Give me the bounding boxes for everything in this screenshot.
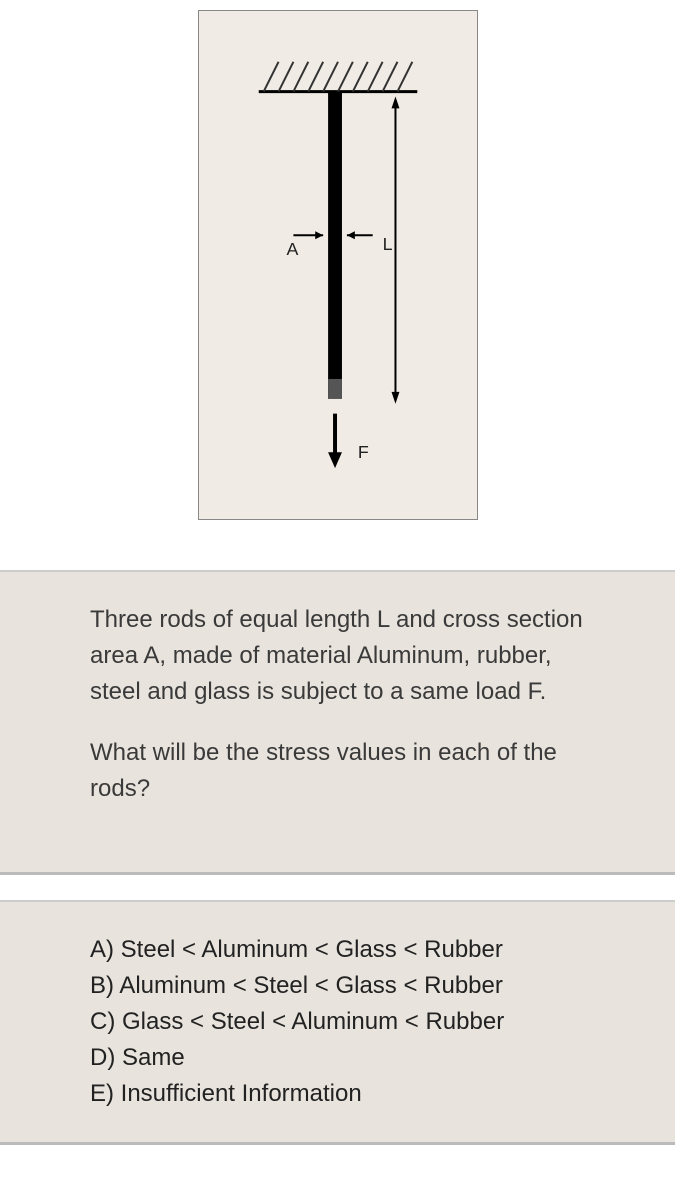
answers-section: A) Steel < Aluminum < Glass < Rubber B) … xyxy=(0,900,675,1145)
question-paragraph-1: Three rods of equal length L and cross s… xyxy=(90,602,585,710)
length-label: L xyxy=(382,234,392,254)
diagram-container: A L F xyxy=(198,10,478,520)
question-text: Three rods of equal length L and cross s… xyxy=(90,602,585,807)
answer-option-b[interactable]: B) Aluminum < Steel < Glass < Rubber xyxy=(90,968,585,1004)
question-paragraph-2: What will be the stress values in each o… xyxy=(90,735,585,807)
force-label: F xyxy=(357,442,368,462)
diagram-section: A L F xyxy=(0,0,675,530)
answer-option-d[interactable]: D) Same xyxy=(90,1040,585,1076)
answer-option-a[interactable]: A) Steel < Aluminum < Glass < Rubber xyxy=(90,932,585,968)
area-label: A xyxy=(286,239,298,259)
rod-diagram: A L F xyxy=(229,41,447,489)
answer-option-e[interactable]: E) Insufficient Information xyxy=(90,1076,585,1112)
answer-option-c[interactable]: C) Glass < Steel < Aluminum < Rubber xyxy=(90,1004,585,1040)
question-section: Three rods of equal length L and cross s… xyxy=(0,570,675,875)
